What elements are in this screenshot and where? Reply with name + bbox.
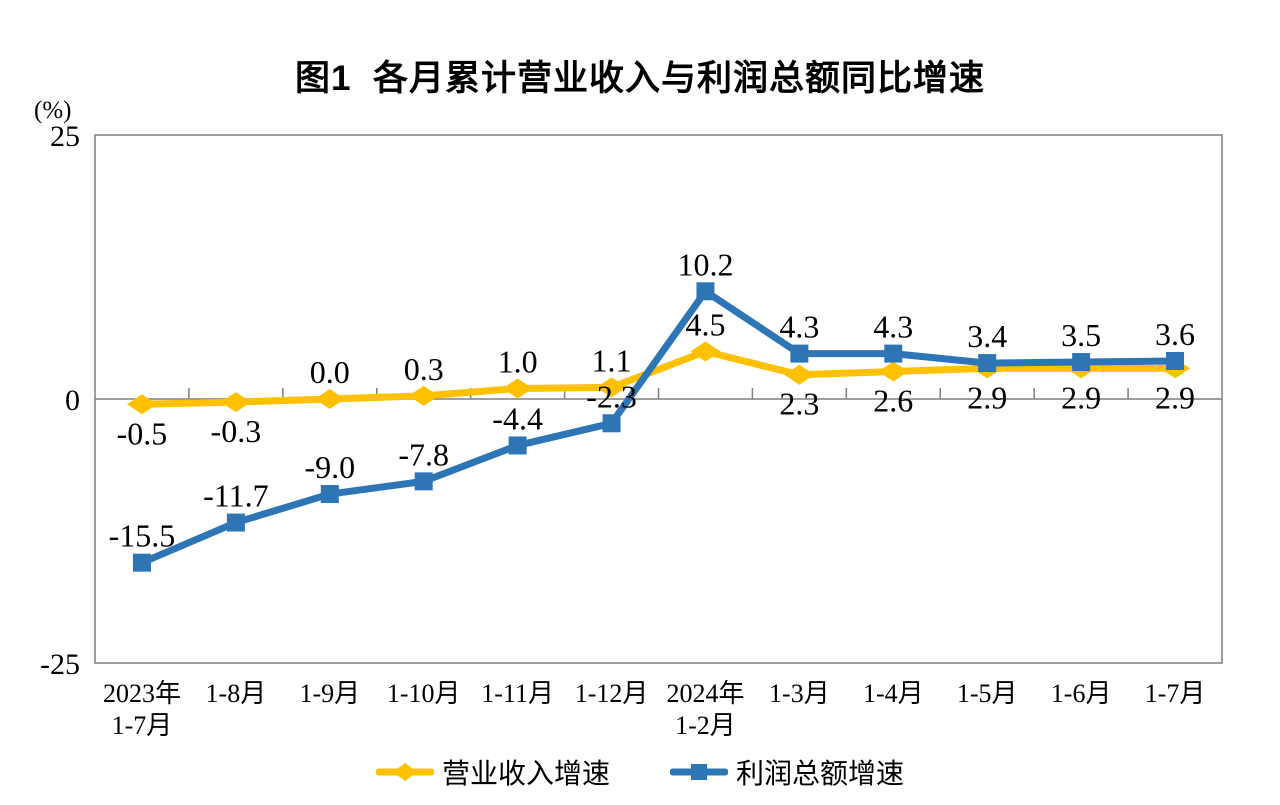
profit-growth-data-point-marker [508, 436, 527, 455]
x-category-label: 1-5月 [957, 679, 1018, 708]
profit-growth-data-point-marker [414, 472, 433, 491]
chart-legend: 营业收入增速 利润总额增速 [0, 752, 1280, 792]
revenue-growth-data-point-marker [502, 378, 533, 399]
x-category-label: 1-3月 [769, 679, 830, 708]
revenue-growth-data-label: 2.9 [1155, 379, 1195, 415]
legend-item-revenue-growth: 营业收入增速 [375, 752, 610, 792]
revenue-growth-data-point-marker [314, 389, 345, 409]
revenue-growth-data-point-marker [220, 392, 251, 413]
revenue-growth-data-label: 0.3 [404, 351, 444, 387]
profit-growth-line [138, 287, 1179, 567]
profit-growth-data-point-marker [226, 513, 245, 532]
profit-growth-data-label: -15.5 [109, 518, 176, 554]
profit-growth-data-point-marker [1072, 353, 1091, 372]
y-tick-label: 25 [50, 120, 80, 153]
profit-growth-data-label: 3.6 [1155, 316, 1195, 352]
revenue-growth-data-point-marker [690, 341, 721, 362]
x-category-label: 1-2月 [675, 711, 736, 740]
legend-label-profit-growth: 利润总额增速 [736, 759, 905, 790]
revenue-growth-data-label: 1.0 [498, 343, 538, 379]
profit-growth-data-point-marker [884, 344, 903, 363]
x-category-label: 1-4月 [863, 679, 924, 708]
profit-growth-data-label: -11.7 [203, 478, 268, 514]
revenue-growth-data-point-marker [126, 394, 157, 415]
profit-growth-data-point-marker [696, 282, 715, 301]
revenue-growth-data-point-marker [596, 377, 627, 398]
profit-growth-data-point-marker [602, 414, 621, 433]
profit-growth-data-label: 3.5 [1061, 317, 1101, 353]
x-category-label: 1-12月 [575, 679, 649, 708]
profit-growth-data-label: 10.2 [677, 246, 733, 282]
profit-growth-data-point-marker [978, 354, 997, 373]
profit-line-swatch-icon [670, 764, 728, 780]
x-category-label: 1-10月 [387, 679, 461, 708]
y-tick-label: 0 [65, 384, 80, 417]
profit-growth-data-label: 4.3 [873, 309, 913, 345]
revenue-line-swatch-icon [375, 763, 434, 781]
revenue-growth-data-point-marker [784, 364, 815, 385]
x-category-label: 1-9月 [299, 679, 360, 708]
profit-growth-data-point-marker [790, 344, 809, 363]
profit-growth-data-label: -9.0 [304, 449, 355, 485]
revenue-growth-data-label: 2.9 [967, 379, 1007, 415]
y-tick-label: -25 [40, 648, 80, 681]
revenue-growth-data-label: 2.9 [1061, 379, 1101, 415]
y-axis-unit-label: (%) [34, 97, 72, 124]
profit-growth-data-point-marker [1166, 351, 1185, 370]
x-category-label: 2023年 [103, 679, 181, 708]
revenue-growth-data-label: 2.6 [873, 383, 913, 419]
chart-title: 图1 各月累计营业收入与利润总额同比增速 [295, 59, 985, 98]
profit-growth-data-point-marker [320, 485, 339, 504]
x-category-label: 1-7月 [1145, 679, 1206, 708]
profit-growth-data-label: 4.3 [779, 309, 819, 345]
revenue-growth-line [138, 347, 1179, 408]
revenue-growth-data-label: -0.3 [211, 413, 262, 449]
revenue-growth-data-label: 2.3 [779, 386, 819, 422]
x-category-label: 1-11月 [481, 679, 554, 708]
profit-growth-data-label: -4.4 [492, 400, 543, 436]
profit-growth-data-label: -2.3 [586, 378, 637, 414]
revenue-growth-data-label: -0.5 [117, 415, 168, 451]
revenue-growth-data-label: 0.0 [310, 354, 350, 390]
x-category-label: 1-8月 [206, 679, 267, 708]
profit-growth-data-point-marker [132, 553, 151, 572]
profit-growth-data-label: -7.8 [398, 436, 449, 472]
revenue-growth-data-point-marker [408, 385, 439, 406]
x-category-label: 1-7月 [112, 711, 173, 740]
x-category-label: 1-6月 [1051, 679, 1112, 708]
legend-label-revenue-growth: 营业收入增速 [441, 759, 610, 790]
revenue-growth-data-point-marker [878, 361, 909, 382]
legend-item-profit-growth: 利润总额增速 [670, 752, 904, 792]
profit-growth-data-label: 3.4 [967, 318, 1007, 354]
revenue-growth-data-label: 4.5 [685, 306, 725, 342]
revenue-growth-data-label: 1.1 [592, 342, 632, 378]
x-category-label: 2024年 [666, 679, 744, 708]
